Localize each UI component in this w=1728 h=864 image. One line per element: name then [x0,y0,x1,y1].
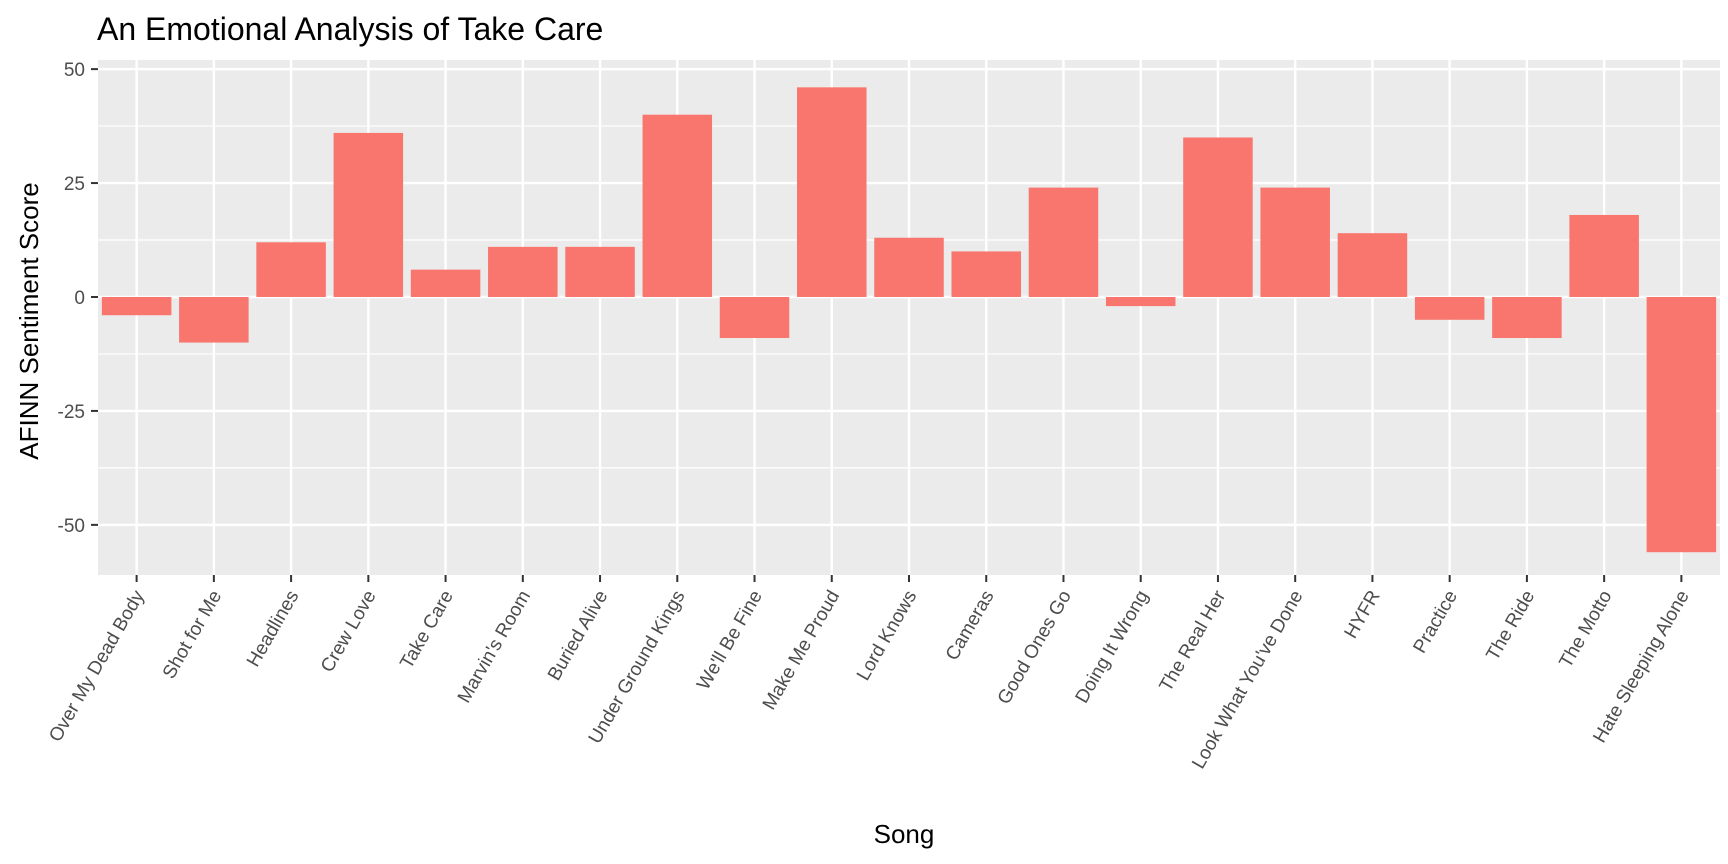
y-tick-label: 0 [74,288,85,309]
x-tick-label: The Motto [1556,587,1617,672]
bar [1414,296,1485,320]
bar [1646,296,1717,553]
bar [797,87,867,297]
x-tick-label: Doing It Wrong [1072,587,1153,707]
x-tick-label: Marvin's Room [454,587,535,707]
y-tick-label: -50 [58,516,85,537]
bar [1028,187,1099,297]
x-tick-label: HYFR [1341,587,1385,642]
bar [642,114,713,297]
bar [256,242,326,297]
bar [333,132,404,297]
x-tick-label: Shot for Me [159,587,226,683]
x-tick-label: Good Ones Go [994,587,1076,708]
x-tick-label: Take Care [396,587,457,673]
x-axis-title: Song [874,819,935,849]
bar [1492,296,1562,339]
x-tick-label: Lord Knows [853,587,921,684]
bar [1183,137,1253,297]
bar [1337,233,1408,297]
x-tick-label: Buried Alive [544,587,612,684]
chart-title: An Emotional Analysis of Take Care [97,11,603,47]
x-tick-label: The Ride [1482,587,1539,664]
x-tick-label: Crew Love [317,587,381,676]
x-tick-label: Headlines [243,587,303,671]
x-tick-label: We'll Be Fine [693,587,767,694]
x-tick-label: Practice [1409,587,1462,657]
bar [1569,214,1639,297]
x-axis: Over My Dead Body Shot for Me Headlines Cre… [45,575,1694,773]
bar [719,296,790,339]
bar [488,246,558,297]
y-tick-label: 50 [64,60,85,81]
bar [179,296,249,343]
y-axis-title: AFINN Sentiment Score [14,182,44,459]
x-tick-label: The Real Her [1156,586,1231,695]
x-tick-label: Make Me Proud [759,587,844,714]
bar [1260,187,1330,297]
bar [410,269,481,297]
bar [1105,296,1176,307]
x-tick-label: Over My Dead Body [45,587,149,746]
bars [101,87,1717,553]
y-tick-label: 25 [64,174,85,195]
bar [874,237,944,297]
y-axis: -50 -25 0 25 50 [58,60,98,537]
bar [951,251,1021,297]
x-tick-label: Cameras [942,587,999,664]
bar [565,246,635,297]
bar [101,296,172,316]
y-tick-label: -25 [58,402,85,423]
